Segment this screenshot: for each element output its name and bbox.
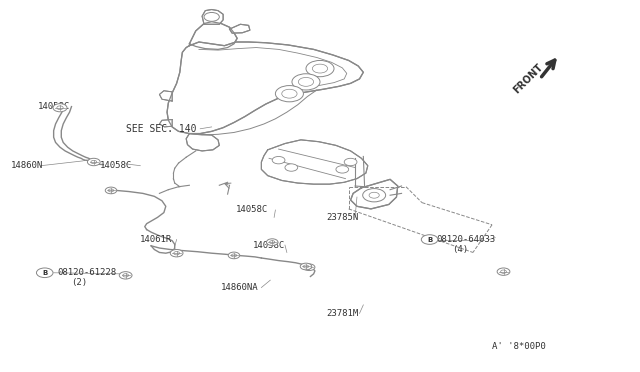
Circle shape	[119, 272, 132, 279]
Text: (2): (2)	[72, 278, 88, 287]
Circle shape	[307, 266, 312, 269]
Circle shape	[105, 187, 116, 194]
Circle shape	[300, 263, 312, 270]
Circle shape	[266, 239, 278, 246]
Text: 14860N: 14860N	[11, 161, 43, 170]
Circle shape	[363, 189, 386, 202]
Circle shape	[272, 157, 285, 164]
Polygon shape	[189, 22, 237, 49]
Polygon shape	[230, 24, 250, 33]
Circle shape	[292, 74, 320, 90]
Circle shape	[108, 189, 113, 192]
Circle shape	[123, 274, 129, 277]
Polygon shape	[351, 179, 397, 209]
Circle shape	[369, 192, 380, 198]
Polygon shape	[186, 134, 220, 151]
Polygon shape	[159, 119, 172, 127]
Text: 14860NA: 14860NA	[221, 283, 259, 292]
Circle shape	[170, 250, 183, 257]
Circle shape	[269, 241, 275, 244]
Circle shape	[173, 251, 179, 255]
Text: 14058C: 14058C	[100, 161, 132, 170]
Circle shape	[91, 160, 97, 164]
Circle shape	[336, 166, 349, 173]
Circle shape	[285, 164, 298, 171]
Circle shape	[306, 61, 334, 77]
Circle shape	[421, 235, 438, 244]
Circle shape	[36, 268, 53, 278]
Text: SEE SEC. 140: SEE SEC. 140	[125, 124, 196, 134]
Circle shape	[298, 77, 314, 86]
Text: 08120-61228: 08120-61228	[58, 268, 116, 277]
Text: 14058C: 14058C	[38, 102, 70, 111]
Circle shape	[228, 252, 240, 259]
Text: 14058C: 14058C	[236, 205, 268, 215]
Text: 14058C: 14058C	[253, 241, 285, 250]
Circle shape	[232, 254, 237, 257]
Circle shape	[303, 264, 315, 270]
Text: A' '8*00P0: A' '8*00P0	[492, 342, 546, 351]
Text: 23785N: 23785N	[326, 213, 358, 222]
Circle shape	[312, 64, 328, 73]
Text: B: B	[427, 237, 432, 243]
Circle shape	[497, 268, 510, 275]
Circle shape	[57, 106, 63, 109]
Text: 08120-64033: 08120-64033	[436, 235, 495, 244]
Circle shape	[500, 270, 506, 273]
Circle shape	[282, 89, 297, 98]
Polygon shape	[202, 10, 223, 24]
Circle shape	[88, 158, 100, 166]
Circle shape	[344, 158, 357, 166]
Circle shape	[204, 13, 220, 21]
Polygon shape	[261, 140, 368, 184]
Text: 23781M: 23781M	[326, 309, 358, 318]
Circle shape	[303, 265, 308, 268]
Polygon shape	[167, 42, 364, 134]
Text: 14061R: 14061R	[140, 235, 173, 244]
Circle shape	[275, 86, 303, 102]
Text: FRONT: FRONT	[511, 62, 545, 96]
Circle shape	[53, 104, 67, 112]
Text: B: B	[42, 270, 47, 276]
Polygon shape	[159, 91, 172, 101]
Text: (4): (4)	[452, 245, 468, 254]
